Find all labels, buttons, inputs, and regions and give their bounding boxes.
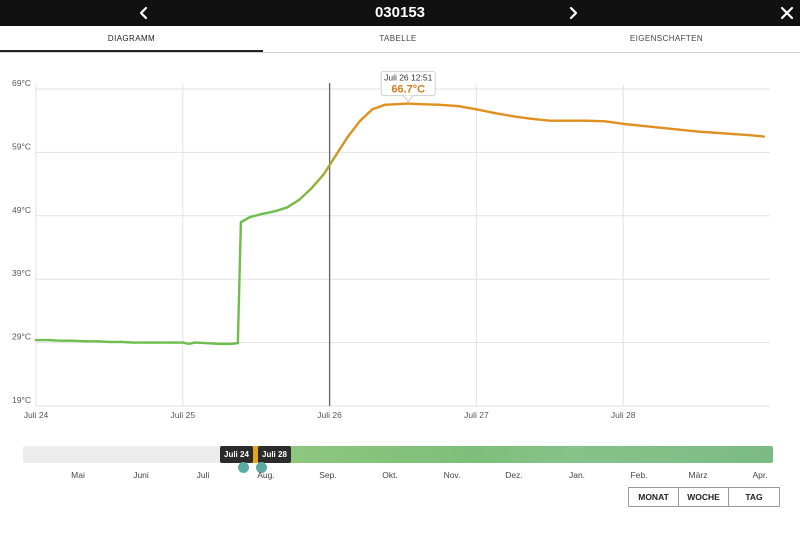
- tooltip-value: 66.7°C: [391, 84, 425, 96]
- series-line-segment: [236, 220, 243, 345]
- page-title: 030153: [374, 4, 426, 21]
- series-line-segment: [71, 339, 87, 343]
- range-day-button[interactable]: TAG: [729, 488, 779, 506]
- series-line-segment: [438, 103, 460, 108]
- series-line-segment: [346, 119, 362, 138]
- series-line-segment: [395, 102, 410, 106]
- series-line-segment: [285, 198, 301, 209]
- navigator-data-fill: [273, 446, 773, 463]
- tooltip-time: Juli 26 12:51: [384, 73, 432, 83]
- tab-tabelle[interactable]: TABELLE: [379, 34, 417, 43]
- navigator-start-label[interactable]: Juli 24: [220, 446, 253, 463]
- series-line-segment: [456, 104, 478, 111]
- y-tick-label: 39°C: [12, 268, 31, 278]
- series-line-segment: [406, 102, 423, 106]
- series-line-segment: [239, 215, 252, 224]
- series-line-segment: [334, 135, 350, 157]
- series-line-segment: [511, 115, 533, 120]
- chart-grid: [35, 85, 770, 407]
- series-line-segment: [47, 338, 62, 342]
- series-line-segment: [475, 108, 496, 115]
- series-line-segment: [273, 206, 288, 213]
- tooltip: Juli 26 12:51 66.7°C: [380, 71, 436, 103]
- temperature-chart[interactable]: 69°C59°C49°C39°C29°C19°C Juli 24 Juli 25 J…: [0, 60, 800, 435]
- chevron-left-icon[interactable]: [131, 0, 157, 26]
- navigator-month: Juni: [133, 470, 149, 480]
- series-line-segment: [322, 154, 337, 176]
- series-line-segment: [358, 108, 374, 122]
- navigator-month: Aug.: [257, 470, 275, 480]
- series-line-segment: [95, 340, 111, 344]
- series-line-segment: [530, 117, 551, 122]
- navigator-month: März: [688, 470, 708, 480]
- series-line-segment: [193, 341, 209, 345]
- y-axis: 69°C 59°C 49°C 39°C 29°C 19°C: [12, 78, 31, 405]
- series-line-segment: [206, 342, 221, 346]
- tab-bar: DIAGRAMM TABELLE EIGENSCHAFTEN: [0, 26, 800, 53]
- range-month-button[interactable]: MONAT: [629, 488, 679, 506]
- navigator-end-handle[interactable]: [256, 462, 267, 473]
- x-tick-label: Juli 26: [317, 410, 342, 420]
- series-temperature: [34, 102, 766, 346]
- navigator-month: Sep.: [319, 470, 337, 480]
- series-line-segment: [420, 103, 441, 107]
- x-axis: Juli 24 Juli 25 Juli 26 Juli 27 Juli 28: [24, 410, 636, 420]
- series-line-segment: [750, 134, 766, 138]
- navigator-month: Apr.: [752, 470, 768, 480]
- navigator-month: Dez.: [505, 470, 523, 480]
- y-tick-label: 49°C: [12, 205, 31, 215]
- x-tick-label: Juli 28: [611, 410, 636, 420]
- top-bar: 030153: [0, 0, 800, 26]
- range-week-button[interactable]: WOCHE: [679, 488, 729, 506]
- x-tick-label: Juli 24: [24, 410, 49, 420]
- series-line-segment: [622, 122, 643, 127]
- series-line-segment: [248, 212, 264, 219]
- series-line-segment: [677, 128, 698, 133]
- series-line-segment: [603, 120, 625, 126]
- navigator-month: Feb.: [630, 470, 648, 480]
- y-tick-label: 59°C: [12, 141, 31, 151]
- navigator-month: Juli: [196, 470, 210, 480]
- navigator-end-label[interactable]: Juli 28: [258, 446, 291, 463]
- navigator-month: Mai: [71, 470, 85, 480]
- series-line-segment: [695, 130, 717, 134]
- navigator-month: Okt.: [382, 470, 398, 480]
- tab-diagramm[interactable]: DIAGRAMM: [0, 26, 263, 52]
- y-tick-label: 19°C: [12, 395, 31, 405]
- x-tick-label: Juli 25: [171, 410, 196, 420]
- navigator-track[interactable]: [23, 446, 773, 463]
- series-line-segment: [658, 126, 680, 131]
- series-line-segment: [640, 124, 662, 129]
- series-line-segment: [261, 210, 276, 216]
- navigator-month: Nov.: [443, 470, 461, 480]
- range-button-group: MONAT WOCHE TAG: [628, 487, 780, 507]
- navigator-month: Jan.: [568, 470, 586, 480]
- series-line-segment: [371, 103, 386, 111]
- series-line-segment: [120, 340, 136, 344]
- series-line-segment: [383, 103, 399, 107]
- series-line-segment: [310, 173, 325, 190]
- series-line-segment: [732, 132, 753, 137]
- series-line-segment: [493, 111, 515, 118]
- x-tick-label: Juli 27: [464, 410, 489, 420]
- y-tick-label: 69°C: [12, 78, 31, 88]
- chevron-right-icon[interactable]: [560, 0, 586, 26]
- navigator-start-handle[interactable]: [238, 462, 249, 473]
- tab-eigenschaften[interactable]: EIGENSCHAFTEN: [629, 34, 704, 43]
- close-icon[interactable]: [774, 0, 800, 26]
- series-line-segment: [585, 119, 607, 123]
- tooltip-arrow: [402, 95, 414, 103]
- series-line-segment: [297, 187, 313, 202]
- series-line-segment: [713, 131, 735, 136]
- y-tick-label: 29°C: [12, 332, 31, 342]
